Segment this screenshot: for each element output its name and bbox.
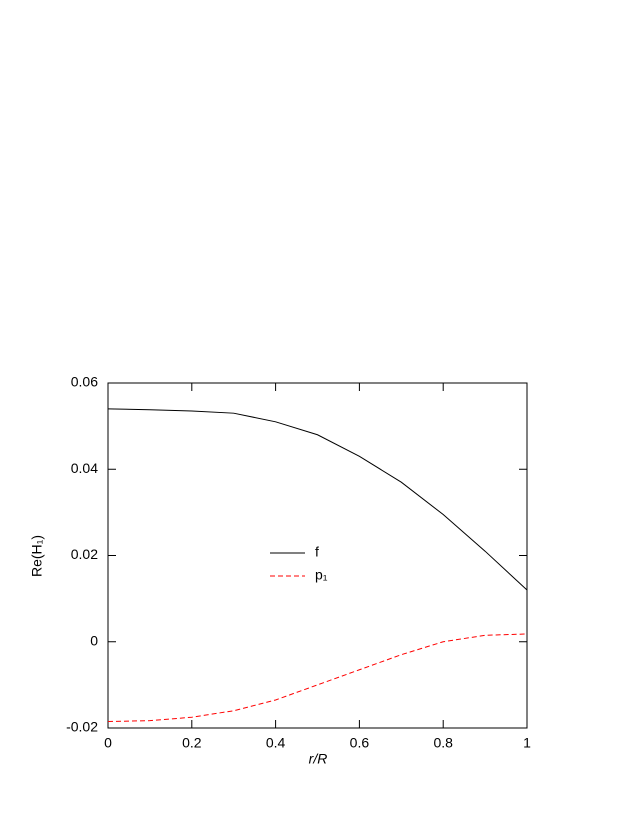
x-tick-label: 0.2: [182, 735, 202, 751]
y-tick-label: 0: [90, 632, 98, 648]
y-axis-label: Re(H₁): [29, 535, 45, 577]
x-tick-label: 0.6: [350, 735, 370, 751]
x-tick-label: 0: [104, 735, 112, 751]
y-tick-label: 0.02: [71, 546, 98, 562]
y-tick-label: 0.06: [71, 374, 98, 390]
y-tick-label: -0.02: [66, 719, 98, 735]
x-axis-label: r/R: [309, 751, 328, 767]
legend-label: p₁: [315, 567, 328, 583]
series-line: [107, 633, 528, 723]
x-tick-label: 0.4: [266, 735, 286, 751]
x-tick-label: 1: [523, 735, 531, 751]
x-tick-label: 0.8: [433, 735, 453, 751]
series-line: [107, 408, 528, 591]
legend-label: f: [315, 544, 319, 560]
y-tick-label: 0.04: [71, 460, 98, 476]
